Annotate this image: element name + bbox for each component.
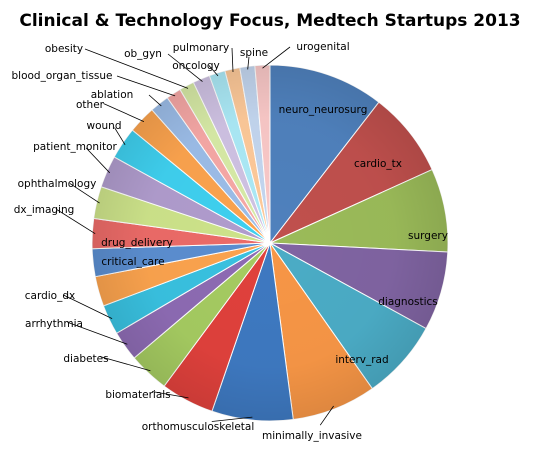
leader-line-pulmonary xyxy=(231,47,234,73)
slice-label-cardio_dx: cardio_dx xyxy=(25,290,75,302)
leader-line-wound xyxy=(114,127,126,146)
slice-label-obesity: obesity xyxy=(45,43,83,55)
slice-label-minimally_invasive: minimally_invasive xyxy=(262,430,362,442)
leader-line-minimally_invasive xyxy=(319,405,334,426)
slice-label-surgery: surgery xyxy=(408,230,448,242)
slice-label-wound: wound xyxy=(87,120,122,132)
slice-label-orthomusculoskeletal: orthomusculoskeletal xyxy=(142,421,255,433)
slice-label-ophthalmology: ophthalmology xyxy=(18,178,97,190)
leader-line-ablation xyxy=(148,94,162,107)
slice-label-critical_care: critical_care xyxy=(101,256,164,268)
slice-label-diabetes: diabetes xyxy=(63,353,108,365)
leader-line-other xyxy=(103,103,145,122)
slice-label-other: other xyxy=(76,99,105,111)
slice-label-neuro_neurosurg: neuro_neurosurg xyxy=(279,104,368,116)
leader-line-dx_imaging xyxy=(56,209,96,235)
slice-label-pulmonary: pulmonary xyxy=(173,42,230,54)
leader-line-diabetes xyxy=(99,356,151,372)
chart-title: Clinical & Technology Focus, Medtech Sta… xyxy=(19,11,520,31)
slice-label-patient_monitor: patient_monitor xyxy=(33,141,117,153)
leader-line-urogenital xyxy=(262,46,291,69)
leader-line-ob_gyn xyxy=(167,53,203,82)
slice-label-drug_delivery: drug_delivery xyxy=(101,237,173,249)
leader-line-patient_monitor xyxy=(85,147,110,174)
leader-line-arrhythmia xyxy=(67,321,128,345)
leader-line-orthomusculoskeletal xyxy=(211,416,253,422)
slice-label-oncology: oncology xyxy=(172,60,220,72)
slice-label-diagnostics: diagnostics xyxy=(378,296,438,308)
slice-label-interv_rad: interv_rad xyxy=(335,354,388,366)
leader-line-obesity xyxy=(84,48,189,89)
slice-label-ob_gyn: ob_gyn xyxy=(124,48,162,60)
leader-line-blood_organ_tissue xyxy=(116,75,176,97)
slice-label-ablation: ablation xyxy=(91,89,134,101)
leader-line-spine xyxy=(247,56,250,70)
slice-label-blood_organ_tissue: blood_organ_tissue xyxy=(12,70,113,82)
slice-label-cardio_tx: cardio_tx xyxy=(354,158,402,170)
slice-label-arrhythmia: arrhythmia xyxy=(25,318,83,330)
slice-label-spine: spine xyxy=(240,47,268,59)
slice-label-dx_imaging: dx_imaging xyxy=(14,204,75,216)
leader-line-cardio_dx xyxy=(63,294,113,319)
leader-line-biomaterials xyxy=(151,391,189,399)
leader-line-ophthalmology xyxy=(69,183,100,204)
slice-label-biomaterials: biomaterials xyxy=(105,389,170,401)
slice-label-urogenital: urogenital xyxy=(296,41,349,53)
leader-line-oncology xyxy=(208,65,219,77)
